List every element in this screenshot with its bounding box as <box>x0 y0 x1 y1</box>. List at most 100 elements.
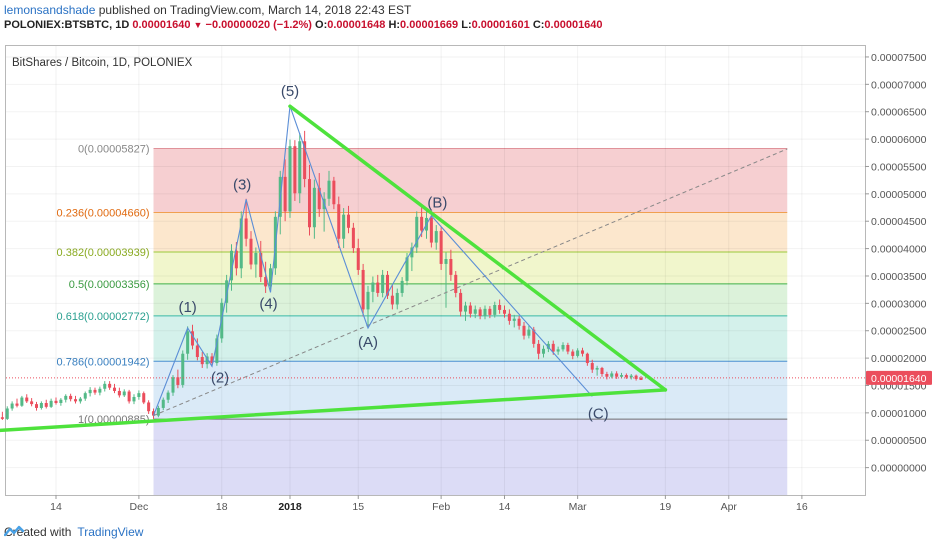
high-label: H: <box>388 19 401 31</box>
candle-body <box>605 373 609 377</box>
fib-level-label: 0.382(0.00003939) <box>57 247 150 259</box>
price-tick-label: 0.00007000 <box>871 79 927 91</box>
candle-body <box>195 345 199 358</box>
candle-body <box>142 393 146 403</box>
candle-body <box>580 350 585 354</box>
candle-body <box>342 214 346 239</box>
author-link[interactable]: lemonsandshade <box>4 3 96 17</box>
candle-body <box>615 373 619 377</box>
time-tick-label: Feb <box>432 501 450 513</box>
candle-body <box>390 295 394 305</box>
candle-body <box>488 308 492 315</box>
candle-body <box>512 318 516 321</box>
candle-body <box>39 403 43 408</box>
candle-body <box>249 238 253 265</box>
price-tick-label: 0.00006000 <box>871 134 927 146</box>
down-triangle-icon: ▼ <box>193 20 203 30</box>
tradingview-logo-icon <box>4 525 24 537</box>
candle-body <box>69 395 73 400</box>
wave-label: (A) <box>358 334 378 351</box>
chart-pane-border <box>5 45 866 496</box>
candle-body <box>463 305 468 312</box>
close-value: 0.00001640 <box>544 19 603 31</box>
candle-body <box>449 259 453 275</box>
symbol-label: POLONIEX:BTSBTC, 1D <box>4 19 130 31</box>
open-value: 0.00001648 <box>327 19 386 31</box>
footer: Created with TradingView <box>4 525 143 539</box>
candle-body <box>629 375 633 378</box>
candle-body <box>376 282 380 293</box>
candle-body <box>132 396 136 402</box>
wave-label: (3) <box>233 176 251 193</box>
candle-body <box>151 411 156 416</box>
candle-body <box>283 176 287 212</box>
time-tick-label: 15 <box>352 501 364 513</box>
time-tick-label: 16 <box>796 501 808 513</box>
candle-body <box>0 417 4 419</box>
price-tick-label: 0.00005500 <box>871 161 927 173</box>
candle-body <box>537 343 541 354</box>
candle-body <box>186 331 190 354</box>
candle-body <box>332 180 336 205</box>
price-tick-label: 0.00001000 <box>871 408 927 420</box>
fib-band <box>153 315 788 362</box>
price-tick-label: 0.00002000 <box>871 353 927 365</box>
price-axis[interactable]: 0.00007500 0.00007000 0.00006500 0.00006000… <box>865 52 932 475</box>
tradingview-link[interactable]: TradingView <box>77 525 144 539</box>
candle-body <box>444 259 448 264</box>
candle-body <box>317 187 321 210</box>
candle-body <box>502 309 507 314</box>
candle-body <box>127 391 131 402</box>
price-tick-label: 0.00007500 <box>871 52 927 64</box>
candle-body <box>346 214 351 228</box>
time-tick-label: Mar <box>569 501 588 513</box>
time-axis[interactable]: 14 Dec 18 2018 15 Feb 14 Mar 19 Apr 16 <box>50 495 808 513</box>
candle-body <box>117 390 121 396</box>
candle-body <box>229 250 234 281</box>
candle-body <box>517 318 521 326</box>
low-value: 0.00001601 <box>471 19 530 31</box>
candle-body <box>610 373 614 377</box>
wedge-lower-line <box>0 388 668 433</box>
fib-band <box>153 251 788 284</box>
candle-body <box>254 252 258 265</box>
candle-body <box>361 269 365 310</box>
candle-body <box>468 305 472 314</box>
candle-body <box>400 280 404 293</box>
time-tick-label: Apr <box>721 501 738 513</box>
candle-body <box>59 399 63 404</box>
candle-body <box>88 389 92 394</box>
candle-body <box>234 250 238 269</box>
candle-body <box>98 388 102 393</box>
candle-body <box>498 304 502 310</box>
candle-body <box>356 248 360 270</box>
candle-body <box>551 343 555 352</box>
fib-level-label: 0.786(0.00001942) <box>57 356 150 368</box>
price-tick-label: 0.00000000 <box>871 463 927 475</box>
candle-body <box>619 375 624 377</box>
candle-body <box>541 348 546 354</box>
candle-body <box>293 146 297 194</box>
candle-body <box>25 397 29 402</box>
wave-label: (B) <box>427 195 447 212</box>
candle-body <box>395 292 399 305</box>
fib-level-label: 0.236(0.00004660) <box>57 207 150 219</box>
candle-body <box>527 329 531 336</box>
candle-body <box>624 375 628 378</box>
candle-body <box>166 392 170 400</box>
time-tick-label: 14 <box>50 501 62 513</box>
candle-body <box>454 274 458 293</box>
wave-label: (5) <box>281 83 299 100</box>
candle-body <box>473 309 477 314</box>
candle-body <box>576 350 580 356</box>
price-change: −0.00000020 (−1.2%) <box>205 19 312 31</box>
drawings[interactable]: (1) (2) (3) (4) (5) (A) (B) (C) <box>0 83 865 433</box>
price-tick-label: 0.00000500 <box>871 435 927 447</box>
candle-body <box>122 391 126 396</box>
candle-body <box>371 282 375 292</box>
candle-body <box>590 363 594 370</box>
fib-retracement[interactable]: 0(0.00005827) 0.236(0.00004660) 0.382(0.00… <box>57 144 788 495</box>
candle-body <box>303 141 307 180</box>
candle-body <box>351 227 355 249</box>
